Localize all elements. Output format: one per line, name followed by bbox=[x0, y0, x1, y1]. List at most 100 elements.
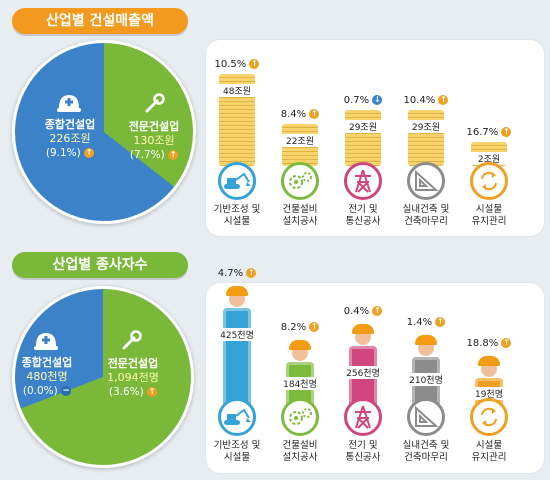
up-arrow-icon: ↑ bbox=[309, 108, 320, 119]
revenue-pie bbox=[12, 40, 196, 224]
revenue-category-label: 실내건축 및 건축마무리 bbox=[391, 204, 461, 228]
power-tower-icon bbox=[344, 162, 382, 200]
hard-hat-icon bbox=[352, 324, 374, 335]
category-label-line2: 설치공사 bbox=[282, 452, 318, 463]
category-label-line1: 시설물 bbox=[475, 440, 503, 451]
employees-change-label: 1.4% ↑ bbox=[391, 316, 461, 328]
wrench-icon bbox=[143, 93, 165, 119]
minus-icon: − bbox=[61, 386, 72, 396]
employees-change-label: 4.7% ↑ bbox=[202, 268, 272, 279]
employees-change-label: 0.4% ↑ bbox=[328, 306, 398, 317]
revenue-change-label: 10.4% ↑ bbox=[391, 95, 461, 106]
employees-section-title: 산업별 종사자수 bbox=[12, 252, 188, 278]
up-arrow-icon: ↑ bbox=[372, 306, 383, 317]
category-label-line1: 건물설비 bbox=[282, 440, 318, 451]
category-label-line1: 실내건축 및 bbox=[402, 440, 450, 451]
up-arrow-icon: ↑ bbox=[309, 322, 320, 333]
revenue-category-label: 전기 및 통신공사 bbox=[328, 204, 398, 228]
category-label-line1: 전기 및 bbox=[348, 440, 378, 451]
category-label-line2: 건축마무리 bbox=[404, 216, 448, 227]
revenue-specialty-change: (7.7%) bbox=[129, 149, 165, 161]
triangle-ruler-icon bbox=[407, 398, 445, 436]
employees-category-label: 건물설비 설치공사 bbox=[265, 440, 335, 464]
gears-icon bbox=[281, 162, 319, 200]
revenue-section-title: 산업별 건설매출액 bbox=[12, 8, 188, 34]
excavator-icon bbox=[218, 162, 256, 200]
employees-category-label: 전기 및 통신공사 bbox=[328, 440, 398, 464]
revenue-change-value: 10.5% bbox=[214, 59, 247, 70]
hard-hat-icon bbox=[415, 334, 437, 345]
up-arrow-icon: ↑ bbox=[246, 268, 257, 278]
employees-change-value: 18.8% bbox=[466, 338, 499, 349]
revenue-value-label: 29조원 bbox=[404, 120, 448, 134]
revenue-general-label: 종합건설업 226조원 (9.1%) ↑ bbox=[22, 118, 118, 160]
revenue-change-label: 16.7% ↑ bbox=[454, 127, 524, 138]
employees-category-label: 기반조성 및 시설물 bbox=[202, 440, 272, 464]
revenue-change-label: 8.4% ↑ bbox=[265, 108, 335, 120]
helmet-icon bbox=[56, 92, 82, 118]
employees-category-label: 시설물 유지관리 bbox=[454, 440, 524, 464]
employees-change-value: 0.4% bbox=[343, 306, 370, 318]
category-label-line1: 기반조성 및 bbox=[213, 204, 261, 215]
category-label-line1: 전기 및 bbox=[348, 204, 378, 215]
revenue-change-value: 10.4% bbox=[403, 95, 436, 107]
excavator-icon bbox=[218, 398, 256, 436]
revenue-change-label: 10.5% ↑ bbox=[202, 59, 272, 70]
revenue-specialty-label: 전문건설업 130조원 (7.7%) ↑ bbox=[118, 120, 190, 162]
up-arrow-icon: ↑ bbox=[147, 387, 158, 397]
revenue-specialty-value: 130조원 bbox=[133, 134, 175, 147]
revenue-value-label: 29조원 bbox=[341, 120, 385, 134]
employees-specialty-name: 전문건설업 bbox=[107, 357, 159, 370]
up-arrow-icon: ↑ bbox=[501, 127, 512, 137]
revenue-change-value: 16.7% bbox=[466, 127, 499, 138]
revenue-bar bbox=[345, 110, 381, 166]
employees-specialty-value: 1,094천명 bbox=[107, 371, 159, 384]
employees-change-label: 8.2% ↑ bbox=[265, 322, 335, 333]
category-label-line2: 시설물 bbox=[223, 452, 251, 463]
employees-general-label: 종합건설업 480천명 (0.0%) − bbox=[14, 356, 80, 398]
revenue-value-label: 2조원 bbox=[467, 152, 511, 165]
employees-value-label: 425천명 bbox=[215, 328, 259, 341]
employees-specialty-change: (3.6%) bbox=[108, 386, 144, 398]
hard-hat-icon bbox=[226, 286, 248, 296]
category-label-line1: 시설물 bbox=[475, 204, 503, 215]
employees-value-label: 184천명 bbox=[278, 376, 322, 390]
employees-change-value: 1.4% bbox=[406, 316, 433, 328]
wrench-icon bbox=[120, 330, 142, 356]
up-arrow-icon: ↑ bbox=[249, 59, 260, 69]
category-label-line2: 건축마무리 bbox=[404, 452, 448, 463]
revenue-change-label: 0.7% ↓ bbox=[328, 95, 398, 106]
revenue-category-label: 시설물 유지관리 bbox=[454, 204, 524, 228]
up-arrow-icon: ↑ bbox=[438, 95, 449, 106]
employees-change-value: 8.2% bbox=[280, 322, 307, 334]
category-label-line2: 통신공사 bbox=[345, 452, 381, 463]
up-arrow-icon: ↑ bbox=[84, 148, 95, 158]
category-label-line2: 통신공사 bbox=[345, 216, 381, 227]
revenue-bar bbox=[408, 110, 444, 166]
up-arrow-icon: ↑ bbox=[435, 316, 446, 327]
employees-value-label: 256천명 bbox=[341, 366, 385, 380]
employees-category-label: 실내건축 및 건축마무리 bbox=[391, 440, 461, 464]
category-label-line1: 실내건축 및 bbox=[402, 204, 450, 215]
employees-general-value: 480천명 bbox=[26, 370, 68, 383]
category-label-line2: 유지관리 bbox=[471, 452, 507, 463]
recycle-icon bbox=[470, 398, 508, 436]
up-arrow-icon: ↑ bbox=[168, 150, 179, 160]
up-arrow-icon: ↑ bbox=[501, 338, 512, 348]
category-label-line1: 건물설비 bbox=[282, 204, 318, 215]
gears-icon bbox=[281, 398, 319, 436]
revenue-value-label: 22조원 bbox=[278, 133, 322, 147]
category-label-line2: 설치공사 bbox=[282, 216, 318, 227]
category-label-line2: 유지관리 bbox=[471, 216, 507, 227]
revenue-change-value: 0.7% bbox=[343, 95, 370, 107]
employees-change-label: 18.8% ↑ bbox=[454, 338, 524, 349]
employees-general-change: (0.0%) bbox=[22, 385, 58, 397]
down-arrow-icon: ↓ bbox=[372, 95, 383, 106]
employees-value-label: 19천명 bbox=[467, 387, 511, 401]
revenue-general-change: (9.1%) bbox=[45, 147, 81, 159]
revenue-change-value: 8.4% bbox=[280, 108, 307, 120]
revenue-general-name: 종합건설업 bbox=[44, 118, 96, 131]
employees-value-label: 210천명 bbox=[404, 373, 448, 387]
revenue-general-value: 226조원 bbox=[49, 132, 91, 145]
employees-change-value: 4.7% bbox=[217, 268, 244, 279]
